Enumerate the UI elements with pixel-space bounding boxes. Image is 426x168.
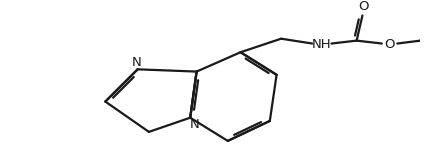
Text: O: O — [357, 0, 368, 13]
Text: N: N — [132, 56, 141, 69]
Text: O: O — [383, 38, 394, 51]
Text: N: N — [190, 118, 199, 131]
Text: NH: NH — [311, 38, 331, 51]
